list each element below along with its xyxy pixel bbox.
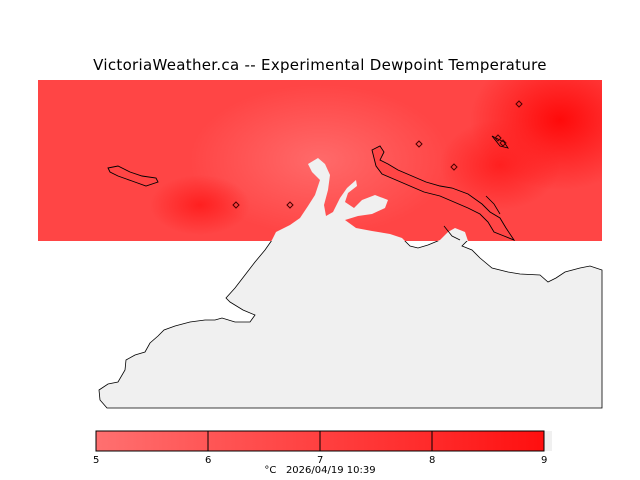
field-zone-east: [440, 120, 560, 210]
station-marker: [499, 139, 507, 147]
legend-tick-label: 9: [541, 455, 548, 466]
legend-tick-label: 7: [317, 455, 324, 466]
station-markers: [232, 100, 523, 209]
station-marker: [286, 201, 294, 209]
field-zone-dark: [150, 175, 250, 235]
station-marker: [415, 140, 423, 148]
legend-segment: [432, 431, 544, 451]
map-title: VictoriaWeather.ca -- Experimental Dewpo…: [93, 56, 547, 74]
legend-segment: [208, 431, 320, 451]
peninsula-outline: [371, 145, 516, 241]
legend-endcap: [544, 431, 552, 451]
legend-tick-label: 6: [205, 455, 212, 466]
color-legend: [95, 430, 552, 452]
station-marker: [232, 201, 240, 209]
station-marker: [494, 134, 502, 142]
legend-segment: [320, 431, 432, 451]
channel-outline: [443, 135, 509, 241]
station-marker: [450, 163, 458, 171]
unit-label: °C: [264, 465, 277, 476]
station-marker: [515, 100, 523, 108]
legend-tick-label: 5: [93, 455, 100, 466]
timestamp-label: 2026/04/19 10:39: [285, 465, 376, 476]
legend-segment: [96, 431, 208, 451]
legend-footer: °C 2026/04/19 10:39: [0, 465, 640, 476]
legend-tick-label: 8: [429, 455, 436, 466]
island-outline: [107, 165, 159, 187]
